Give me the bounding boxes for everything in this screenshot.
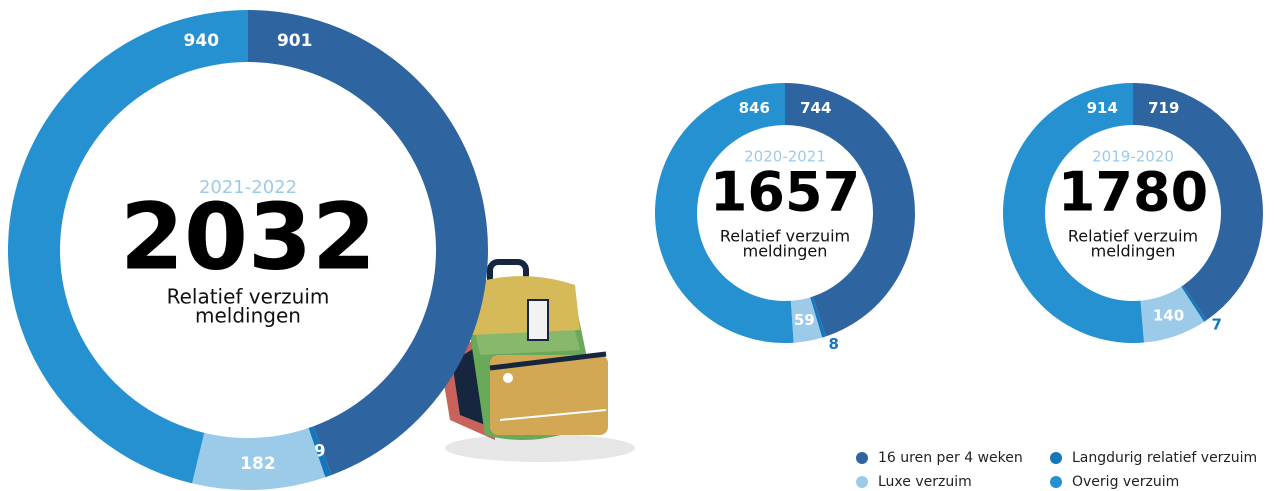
value-label: 901 xyxy=(277,31,313,51)
value-label: 140 xyxy=(1153,307,1184,325)
value-label: 182 xyxy=(240,454,276,474)
value-label: 8 xyxy=(828,335,838,353)
legend-label: Langdurig relatief verzuim xyxy=(1072,450,1257,466)
legend-label: 16 uren per 4 weken xyxy=(878,450,1023,466)
legend-swatch xyxy=(856,476,868,488)
value-label: 846 xyxy=(739,99,770,117)
total: 1780 xyxy=(1058,161,1208,224)
value-label: 7 xyxy=(1212,316,1222,334)
value-label: 719 xyxy=(1148,99,1179,117)
total: 1657 xyxy=(710,161,860,224)
legend: 16 uren per 4 weken Langdurig relatief ve… xyxy=(856,450,1257,490)
center-label: meldingen xyxy=(195,304,301,328)
center-label: meldingen xyxy=(743,242,828,261)
legend-swatch xyxy=(856,452,868,464)
legend-label: Overig verzuim xyxy=(1072,474,1179,490)
page: 90191829402021-20222032Relatief verzuimm… xyxy=(0,0,1285,491)
legend-swatch xyxy=(1050,452,1062,464)
value-label: 914 xyxy=(1087,99,1118,117)
center-label: meldingen xyxy=(1091,242,1176,261)
legend-swatch xyxy=(1050,476,1062,488)
value-label: 744 xyxy=(800,99,831,117)
total: 2032 xyxy=(120,183,376,290)
value-label: 59 xyxy=(794,311,815,329)
legend-label: Luxe verzuim xyxy=(878,474,972,490)
value-label: 940 xyxy=(184,31,220,51)
